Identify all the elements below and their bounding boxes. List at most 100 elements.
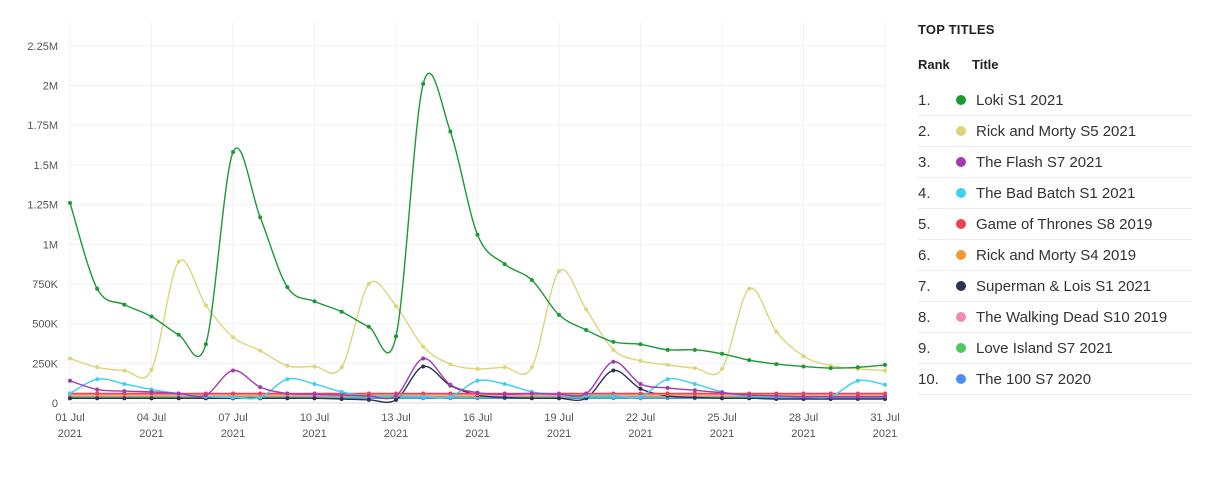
data-point: [720, 351, 724, 356]
x-tick-label: 10 Jul: [300, 412, 329, 424]
data-point: [747, 393, 752, 398]
legend-item[interactable]: 2. Rick and Morty S5 2021: [918, 116, 1192, 147]
legend-item-title: The Flash S7 2021: [976, 153, 1103, 171]
data-point: [231, 391, 235, 396]
data-point: [122, 381, 127, 386]
data-point: [801, 391, 806, 396]
data-point: [68, 396, 72, 401]
data-point: [475, 366, 480, 371]
data-point: [312, 299, 317, 304]
top-titles-legend: TOP TITLES Rank Title 1. Loki S1 2021 2. Ri…: [918, 22, 1192, 395]
data-point: [122, 368, 127, 373]
legend-list: 1. Loki S1 2021 2. Rick and Morty S5 2021 3.…: [918, 85, 1192, 395]
x-tick-label: 25 Jul: [707, 412, 736, 424]
legend-item[interactable]: 8. The Walking Dead S10 2019: [918, 302, 1192, 333]
y-tick-label: 500K: [32, 319, 58, 331]
data-point: [448, 129, 453, 134]
data-point: [122, 396, 127, 401]
data-point: [502, 381, 507, 386]
legend-item[interactable]: 9. Love Island S7 2021: [918, 333, 1192, 364]
data-point: [475, 232, 480, 237]
x-tick-year: 2021: [710, 428, 734, 440]
x-tick-label: 22 Jul: [626, 412, 655, 424]
x-tick-year: 2021: [547, 428, 571, 440]
data-point: [720, 390, 724, 395]
y-tick-label: 2M: [43, 81, 58, 93]
y-tick-label: 1.25M: [27, 200, 58, 212]
legend-item[interactable]: 7. Superman & Lois S1 2021: [918, 271, 1192, 302]
data-point: [448, 362, 453, 367]
x-tick-label: 07 Jul: [218, 412, 247, 424]
data-point: [692, 366, 697, 371]
data-point: [529, 391, 534, 396]
data-point: [638, 342, 643, 347]
data-point: [122, 302, 127, 307]
data-point: [611, 347, 616, 352]
data-point: [475, 378, 480, 383]
legend-item-title: Loki S1 2021: [976, 91, 1064, 109]
y-tick-label: 0: [52, 398, 58, 410]
legend-item[interactable]: 4. The Bad Batch S1 2021: [918, 178, 1192, 209]
data-point: [502, 365, 507, 370]
series-points: [68, 81, 887, 402]
data-point: [149, 389, 154, 394]
data-point: [312, 381, 317, 386]
data-point: [448, 391, 453, 396]
data-point: [312, 364, 317, 369]
data-point: [855, 394, 860, 399]
data-point: [529, 365, 534, 370]
legend-item-title: Superman & Lois S1 2021: [976, 277, 1152, 295]
data-point: [828, 391, 833, 396]
legend-item[interactable]: 3. The Flash S7 2021: [918, 147, 1192, 178]
data-point: [366, 397, 371, 402]
title-column-header: Title: [972, 57, 999, 72]
data-point: [883, 394, 887, 399]
data-point: [638, 394, 643, 399]
x-tick-year: 2021: [791, 428, 815, 440]
legend-item[interactable]: 10. The 100 S7 2020: [918, 364, 1192, 395]
y-tick-label: 1M: [43, 239, 58, 251]
data-point: [828, 394, 833, 399]
data-point: [720, 396, 724, 401]
y-tick-label: 750K: [32, 279, 58, 291]
legend-item-rank: 2.: [918, 122, 931, 140]
legend-item-title: The Bad Batch S1 2021: [976, 184, 1136, 202]
legend-item-rank: 9.: [918, 339, 931, 357]
data-point: [448, 382, 453, 387]
data-point: [855, 391, 860, 396]
x-tick-label: 01 Jul: [55, 412, 84, 424]
data-point: [883, 362, 887, 367]
data-point: [774, 362, 779, 367]
data-point: [176, 332, 181, 337]
data-point: [421, 344, 426, 349]
x-tick-year: 2021: [628, 428, 652, 440]
data-point: [557, 396, 561, 401]
data-point: [68, 391, 72, 396]
data-point: [611, 359, 616, 364]
data-point: [95, 365, 100, 370]
y-tick-label: 250K: [32, 358, 58, 370]
legend-color-dot: [956, 157, 966, 167]
data-point: [95, 377, 100, 382]
data-point: [231, 368, 235, 373]
data-point: [692, 395, 697, 400]
data-point: [638, 358, 643, 363]
legend-item[interactable]: 5. Game of Thrones S8 2019: [918, 209, 1192, 240]
data-point: [231, 335, 235, 340]
x-tick-year: 2021: [221, 428, 245, 440]
data-point: [203, 342, 208, 347]
data-point: [149, 314, 154, 319]
data-point: [692, 347, 697, 352]
legend-item[interactable]: 1. Loki S1 2021: [918, 85, 1192, 116]
x-tick-label: 13 Jul: [381, 412, 410, 424]
legend-item-title: Rick and Morty S5 2021: [976, 122, 1137, 140]
legend-item-title: The Walking Dead S10 2019: [976, 308, 1168, 326]
data-point: [747, 286, 752, 291]
data-point: [339, 365, 344, 370]
data-point: [95, 396, 100, 401]
data-point: [692, 381, 697, 386]
legend-color-dot: [956, 374, 966, 384]
legend-item[interactable]: 6. Rick and Morty S4 2019: [918, 240, 1192, 271]
data-point: [692, 388, 697, 393]
data-point: [421, 364, 426, 369]
